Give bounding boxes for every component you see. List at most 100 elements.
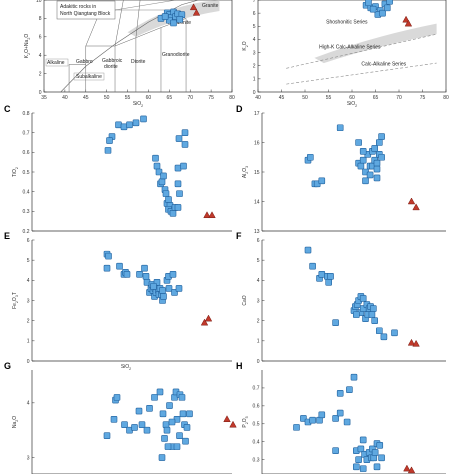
sample-point bbox=[386, 0, 393, 5]
sample-point bbox=[105, 252, 112, 260]
alkaline-boundary bbox=[60, 0, 199, 93]
sample-point bbox=[336, 124, 344, 132]
sample-point bbox=[369, 5, 377, 13]
sample-point bbox=[343, 418, 351, 426]
triangle-point bbox=[407, 466, 416, 474]
sample-point bbox=[162, 190, 170, 197]
sample-point bbox=[346, 386, 353, 394]
field-label-alkaline: Alkaline bbox=[47, 60, 65, 66]
sample-point bbox=[383, 4, 391, 12]
y-axis-label: P2O5 bbox=[242, 416, 249, 427]
sample-point bbox=[158, 454, 166, 461]
sample-point bbox=[176, 432, 183, 439]
sample-point bbox=[106, 137, 113, 144]
sample-point bbox=[181, 141, 189, 148]
x-tick-label: 75 bbox=[208, 95, 214, 101]
sample-point bbox=[182, 437, 189, 445]
sample-point bbox=[378, 454, 385, 462]
sample-point bbox=[176, 16, 184, 23]
y-tick-label: 10 bbox=[36, 0, 42, 4]
series-label-shoshonitic: Shoshonitic Series bbox=[326, 20, 368, 26]
y-axis-label: K2O bbox=[242, 41, 249, 50]
sample-point bbox=[181, 129, 189, 136]
sample-point bbox=[152, 154, 159, 162]
sample-point bbox=[142, 272, 150, 280]
y-tick-label: 1 bbox=[27, 339, 30, 345]
sample-point bbox=[373, 159, 381, 167]
triangle-point bbox=[200, 318, 209, 326]
triangle-point bbox=[404, 19, 413, 27]
sample-point bbox=[378, 153, 385, 161]
y-tick-label: 6 bbox=[257, 238, 260, 244]
sample-point bbox=[138, 421, 146, 429]
sample-point bbox=[371, 317, 379, 324]
field-label-granite: Granite bbox=[202, 3, 219, 9]
sample-point bbox=[168, 418, 176, 426]
leader-line bbox=[114, 0, 177, 11]
sample-point bbox=[160, 172, 167, 180]
x-tick-label: 75 bbox=[420, 95, 426, 101]
x-tick-label: 60 bbox=[146, 95, 152, 101]
y-tick-label: 2 bbox=[257, 318, 260, 324]
y-axis-label: K2O+Na2O bbox=[24, 34, 31, 59]
sample-point bbox=[176, 190, 183, 197]
sample-point bbox=[171, 394, 178, 401]
series-boundary bbox=[286, 62, 437, 85]
series-boundary bbox=[286, 33, 437, 69]
y-tick-label: 0.6 bbox=[23, 150, 30, 156]
triangle-point bbox=[229, 420, 237, 428]
sample-point bbox=[169, 210, 177, 217]
x-tick-label: 55 bbox=[125, 95, 131, 101]
x-tick-label: 55 bbox=[326, 95, 332, 101]
y-axis-label: Na2O bbox=[12, 416, 19, 428]
sample-point bbox=[332, 447, 339, 454]
sample-point bbox=[352, 311, 360, 318]
y-tick-label: 0.5 bbox=[253, 422, 260, 428]
sample-point bbox=[375, 327, 383, 335]
field-boundary bbox=[114, 0, 124, 47]
panel-label: H bbox=[236, 361, 243, 371]
field-label-granodiorite: Granodiorite bbox=[162, 52, 190, 58]
y-tick-label: 3 bbox=[27, 298, 30, 304]
x-tick-label: 50 bbox=[302, 95, 308, 101]
x-tick-label: 65 bbox=[167, 95, 173, 101]
field-label-diorite: diorite bbox=[104, 64, 118, 70]
y-tick-label: 7 bbox=[253, 0, 256, 4]
y-tick-label: 13 bbox=[254, 229, 260, 235]
sample-point bbox=[336, 390, 344, 397]
sample-point bbox=[143, 426, 151, 434]
y-tick-label: 0.3 bbox=[23, 209, 30, 215]
sample-point bbox=[366, 171, 374, 179]
x-tick-label: 80 bbox=[443, 95, 449, 101]
sample-point bbox=[116, 262, 123, 270]
field-label-box bbox=[73, 72, 105, 81]
sample-point bbox=[375, 139, 383, 146]
x-tick-label: 70 bbox=[396, 95, 402, 101]
sample-point bbox=[309, 416, 316, 424]
sample-point bbox=[151, 394, 158, 401]
sample-point bbox=[136, 270, 143, 278]
y-tick-label: 1 bbox=[257, 339, 260, 345]
sample-point bbox=[391, 329, 398, 337]
y-tick-label: 0.5 bbox=[23, 170, 30, 176]
triangle-point bbox=[208, 211, 216, 219]
sample-point bbox=[115, 121, 122, 129]
sample-point bbox=[165, 285, 173, 292]
y-tick-label: 5 bbox=[253, 24, 256, 30]
sample-point bbox=[166, 402, 173, 409]
y-tick-label: 0 bbox=[253, 90, 256, 96]
sample-point bbox=[183, 424, 191, 431]
field-label-diorite: Diorite bbox=[131, 59, 146, 65]
x-tick-label: 70 bbox=[187, 95, 193, 101]
sample-point bbox=[141, 264, 148, 272]
y-tick-label: 16 bbox=[254, 140, 260, 146]
sample-point bbox=[179, 410, 187, 418]
y-tick-label: 0.2 bbox=[23, 229, 30, 235]
panel-label: F bbox=[236, 231, 242, 241]
y-tick-label: 0.8 bbox=[23, 111, 30, 117]
y-tick-label: 0.7 bbox=[23, 130, 30, 136]
series-label-calcalkaline: Calc-Alkaline Series bbox=[361, 62, 406, 68]
sample-point bbox=[332, 319, 339, 326]
sample-point bbox=[120, 123, 128, 131]
sample-point bbox=[164, 443, 172, 450]
